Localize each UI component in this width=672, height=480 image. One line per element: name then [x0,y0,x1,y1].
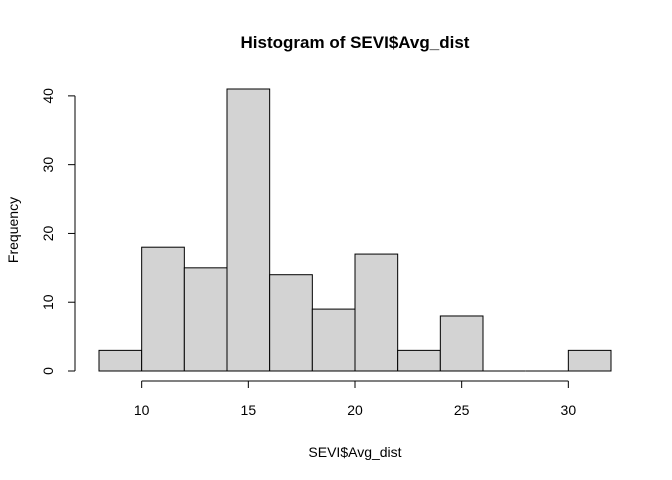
y-tick-label: 0 [40,367,56,375]
histogram-bar-8-10 [98,349,143,372]
y-tick-label: 20 [40,225,56,241]
x-tick-label: 10 [134,402,150,418]
y-tick-label: 30 [40,157,56,173]
histogram-bar-16-18 [269,274,313,372]
x-axis: 10 15 20 25 30 [134,380,577,418]
bars-group [98,88,612,372]
histogram-bar-20-22 [354,253,399,372]
x-tick-label: 20 [347,402,363,418]
x-tick-label: 25 [454,402,470,418]
y-tick-label: 10 [40,294,56,310]
histogram-bar-22-24 [397,349,441,372]
y-tick-label: 40 [40,88,56,104]
histogram-bar-18-20 [311,308,356,372]
histogram-bar-14-16 [226,88,271,372]
x-tick-label: 15 [241,402,257,418]
histogram-bar-24-26 [439,315,484,372]
histogram-bar-12-14 [183,267,228,372]
x-axis-label: SEVI$Avg_dist [308,444,401,460]
histogram-bar-30-32 [567,349,612,372]
y-axis-label: Frequency [5,197,21,263]
histogram-bar-10-12 [141,246,185,372]
x-tick-label: 30 [561,402,577,418]
y-axis: 0 10 20 30 40 [40,88,76,375]
chart-title: Histogram of SEVI$Avg_dist [241,33,470,52]
